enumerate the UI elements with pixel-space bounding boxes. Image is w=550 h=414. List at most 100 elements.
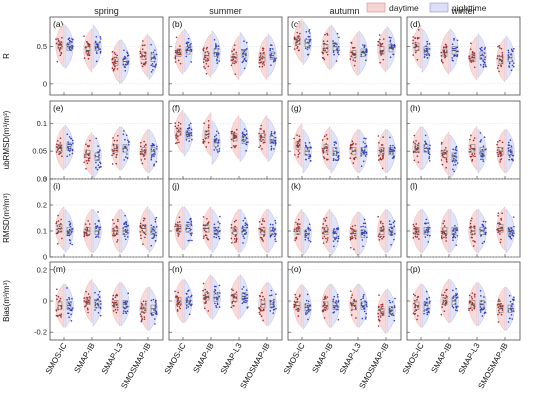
point-nighttime	[246, 297, 249, 299]
point-nighttime	[123, 301, 125, 304]
point-daytime	[322, 40, 325, 43]
point-nighttime	[189, 239, 191, 242]
point-daytime	[325, 224, 328, 227]
point-nighttime	[333, 141, 336, 144]
point-nighttime	[217, 132, 220, 134]
point-daytime	[140, 319, 143, 321]
point-daytime	[380, 306, 383, 308]
point-nighttime	[242, 219, 245, 222]
point-nighttime	[272, 227, 274, 230]
point-nighttime	[337, 306, 339, 308]
point-nighttime	[246, 300, 248, 302]
point-nighttime	[190, 223, 192, 225]
point-nighttime	[190, 294, 193, 297]
point-daytime	[496, 151, 499, 154]
point-daytime	[415, 139, 417, 142]
point-nighttime	[126, 236, 129, 238]
point-daytime	[418, 238, 420, 240]
point-nighttime	[360, 155, 362, 157]
point-nighttime	[429, 226, 431, 229]
point-nighttime	[307, 318, 309, 321]
point-daytime	[179, 122, 182, 125]
point-nighttime	[155, 216, 158, 219]
point-nighttime	[190, 42, 192, 45]
point-daytime	[469, 222, 472, 225]
point-nighttime	[66, 287, 68, 289]
point-daytime	[415, 228, 418, 231]
point-daytime	[262, 240, 265, 242]
x-category-label: SMAP-L3	[457, 341, 482, 376]
point-daytime	[142, 44, 144, 47]
point-nighttime	[363, 151, 365, 154]
point-daytime	[500, 219, 503, 221]
point-daytime	[294, 293, 296, 296]
point-daytime	[114, 308, 117, 311]
point-nighttime	[125, 312, 128, 315]
point-daytime	[56, 225, 59, 227]
point-nighttime	[218, 60, 220, 62]
point-nighttime	[335, 147, 337, 150]
point-nighttime	[96, 43, 98, 45]
point-nighttime	[389, 152, 392, 155]
point-daytime	[206, 57, 209, 60]
point-nighttime	[513, 298, 515, 301]
point-nighttime	[71, 228, 73, 230]
point-nighttime	[215, 304, 217, 307]
point-daytime	[57, 214, 59, 217]
point-daytime	[60, 316, 62, 318]
point-nighttime	[480, 139, 483, 141]
y-axis-label: Bias(m³/m³)	[2, 280, 11, 322]
point-daytime	[83, 297, 86, 299]
point-daytime	[321, 147, 324, 150]
point-nighttime	[155, 311, 158, 314]
point-nighttime	[480, 48, 482, 51]
point-nighttime	[479, 295, 482, 297]
point-nighttime	[99, 314, 102, 317]
point-daytime	[440, 55, 443, 57]
point-daytime	[496, 55, 499, 57]
point-daytime	[230, 224, 233, 226]
point-daytime	[417, 161, 420, 163]
point-nighttime	[190, 50, 193, 53]
point-nighttime	[152, 143, 155, 146]
point-nighttime	[154, 220, 157, 223]
point-daytime	[413, 159, 416, 162]
point-nighttime	[275, 307, 277, 310]
point-nighttime	[307, 226, 310, 229]
point-nighttime	[99, 161, 101, 164]
point-daytime	[175, 36, 178, 39]
point-nighttime	[424, 141, 427, 143]
point-daytime	[205, 48, 208, 50]
point-daytime	[175, 223, 177, 226]
point-nighttime	[482, 60, 485, 63]
point-daytime	[115, 304, 118, 306]
point-daytime	[202, 61, 205, 63]
point-nighttime	[452, 232, 455, 235]
point-nighttime	[243, 228, 245, 231]
point-daytime	[497, 306, 500, 309]
point-daytime	[473, 52, 475, 55]
point-daytime	[441, 294, 443, 296]
point-daytime	[496, 141, 499, 143]
point-nighttime	[307, 300, 310, 303]
point-nighttime	[269, 48, 271, 50]
point-nighttime	[97, 298, 100, 301]
point-daytime	[497, 64, 500, 67]
point-nighttime	[66, 155, 69, 158]
point-nighttime	[273, 139, 276, 142]
point-nighttime	[69, 48, 71, 51]
point-daytime	[322, 149, 324, 152]
point-nighttime	[336, 227, 338, 230]
point-nighttime	[424, 134, 427, 137]
point-daytime	[60, 144, 62, 147]
point-daytime	[413, 134, 416, 137]
point-nighttime	[454, 295, 457, 297]
point-daytime	[445, 45, 448, 48]
point-daytime	[141, 48, 144, 50]
point-daytime	[325, 143, 327, 145]
point-nighttime	[271, 134, 273, 137]
point-daytime	[295, 296, 297, 299]
point-daytime	[293, 230, 296, 232]
point-daytime	[117, 134, 119, 137]
point-nighttime	[388, 36, 391, 39]
